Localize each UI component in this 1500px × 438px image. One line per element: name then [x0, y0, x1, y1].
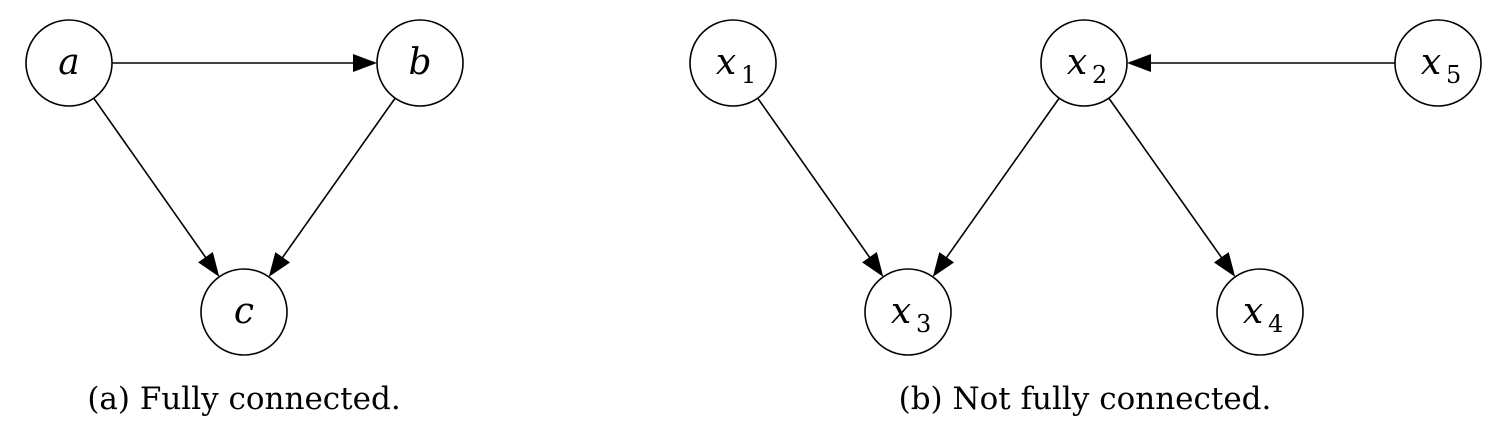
- edge-a-b: [112, 54, 377, 72]
- arrowhead-icon: [1213, 252, 1236, 277]
- node-c: c: [200, 268, 288, 356]
- arrowhead-icon: [198, 252, 220, 277]
- node-b: b: [376, 19, 464, 107]
- caption-panel-b: (b) Not fully connected.: [899, 381, 1272, 417]
- node-circle: [689, 19, 777, 107]
- node-circle: [376, 19, 464, 107]
- node-subscript: 1: [741, 61, 756, 89]
- arrowhead-icon: [353, 54, 377, 72]
- node-circle: [200, 268, 288, 356]
- node-label: b: [408, 42, 431, 83]
- edge-line: [93, 97, 208, 260]
- edge-b-c: [268, 97, 396, 277]
- edge-line: [944, 97, 1060, 260]
- node-label: a: [58, 42, 79, 83]
- edges-layer: [93, 54, 1395, 277]
- node-circle: [1394, 19, 1482, 107]
- edge-x5-x2: [1127, 54, 1395, 72]
- node-label: c: [234, 291, 254, 332]
- edge-line: [1108, 97, 1224, 260]
- nodes-layer: a bcx 1 x 2x 3 x 4x 5: [25, 19, 1482, 356]
- node-circle: [25, 19, 113, 107]
- arrowhead-icon: [268, 252, 291, 277]
- node-subscript: 4: [1268, 310, 1283, 338]
- edge-a-c: [93, 97, 220, 277]
- node-subscript: 3: [916, 310, 931, 338]
- edge-line: [757, 97, 872, 260]
- arrowhead-icon: [862, 252, 884, 277]
- node-circle: [1040, 19, 1128, 107]
- node-label: x: [1067, 42, 1087, 83]
- node-label: x: [716, 42, 736, 83]
- node-circle: [1216, 268, 1304, 356]
- node-subscript: 5: [1446, 61, 1461, 89]
- node-label: x: [1421, 42, 1441, 83]
- node-circle: [864, 268, 952, 356]
- node-label: x: [1243, 291, 1263, 332]
- edge-x1-x3: [757, 97, 884, 277]
- node-a: a: [25, 19, 113, 107]
- caption-panel-a: (a) Fully connected.: [87, 381, 400, 417]
- arrowhead-icon: [932, 252, 955, 277]
- node-label: x: [891, 291, 911, 332]
- edge-line: [280, 97, 396, 260]
- arrowhead-icon: [1127, 54, 1151, 72]
- node-subscript: 2: [1092, 61, 1107, 89]
- edge-x2-x4: [1108, 97, 1236, 277]
- edge-x2-x3: [932, 97, 1060, 277]
